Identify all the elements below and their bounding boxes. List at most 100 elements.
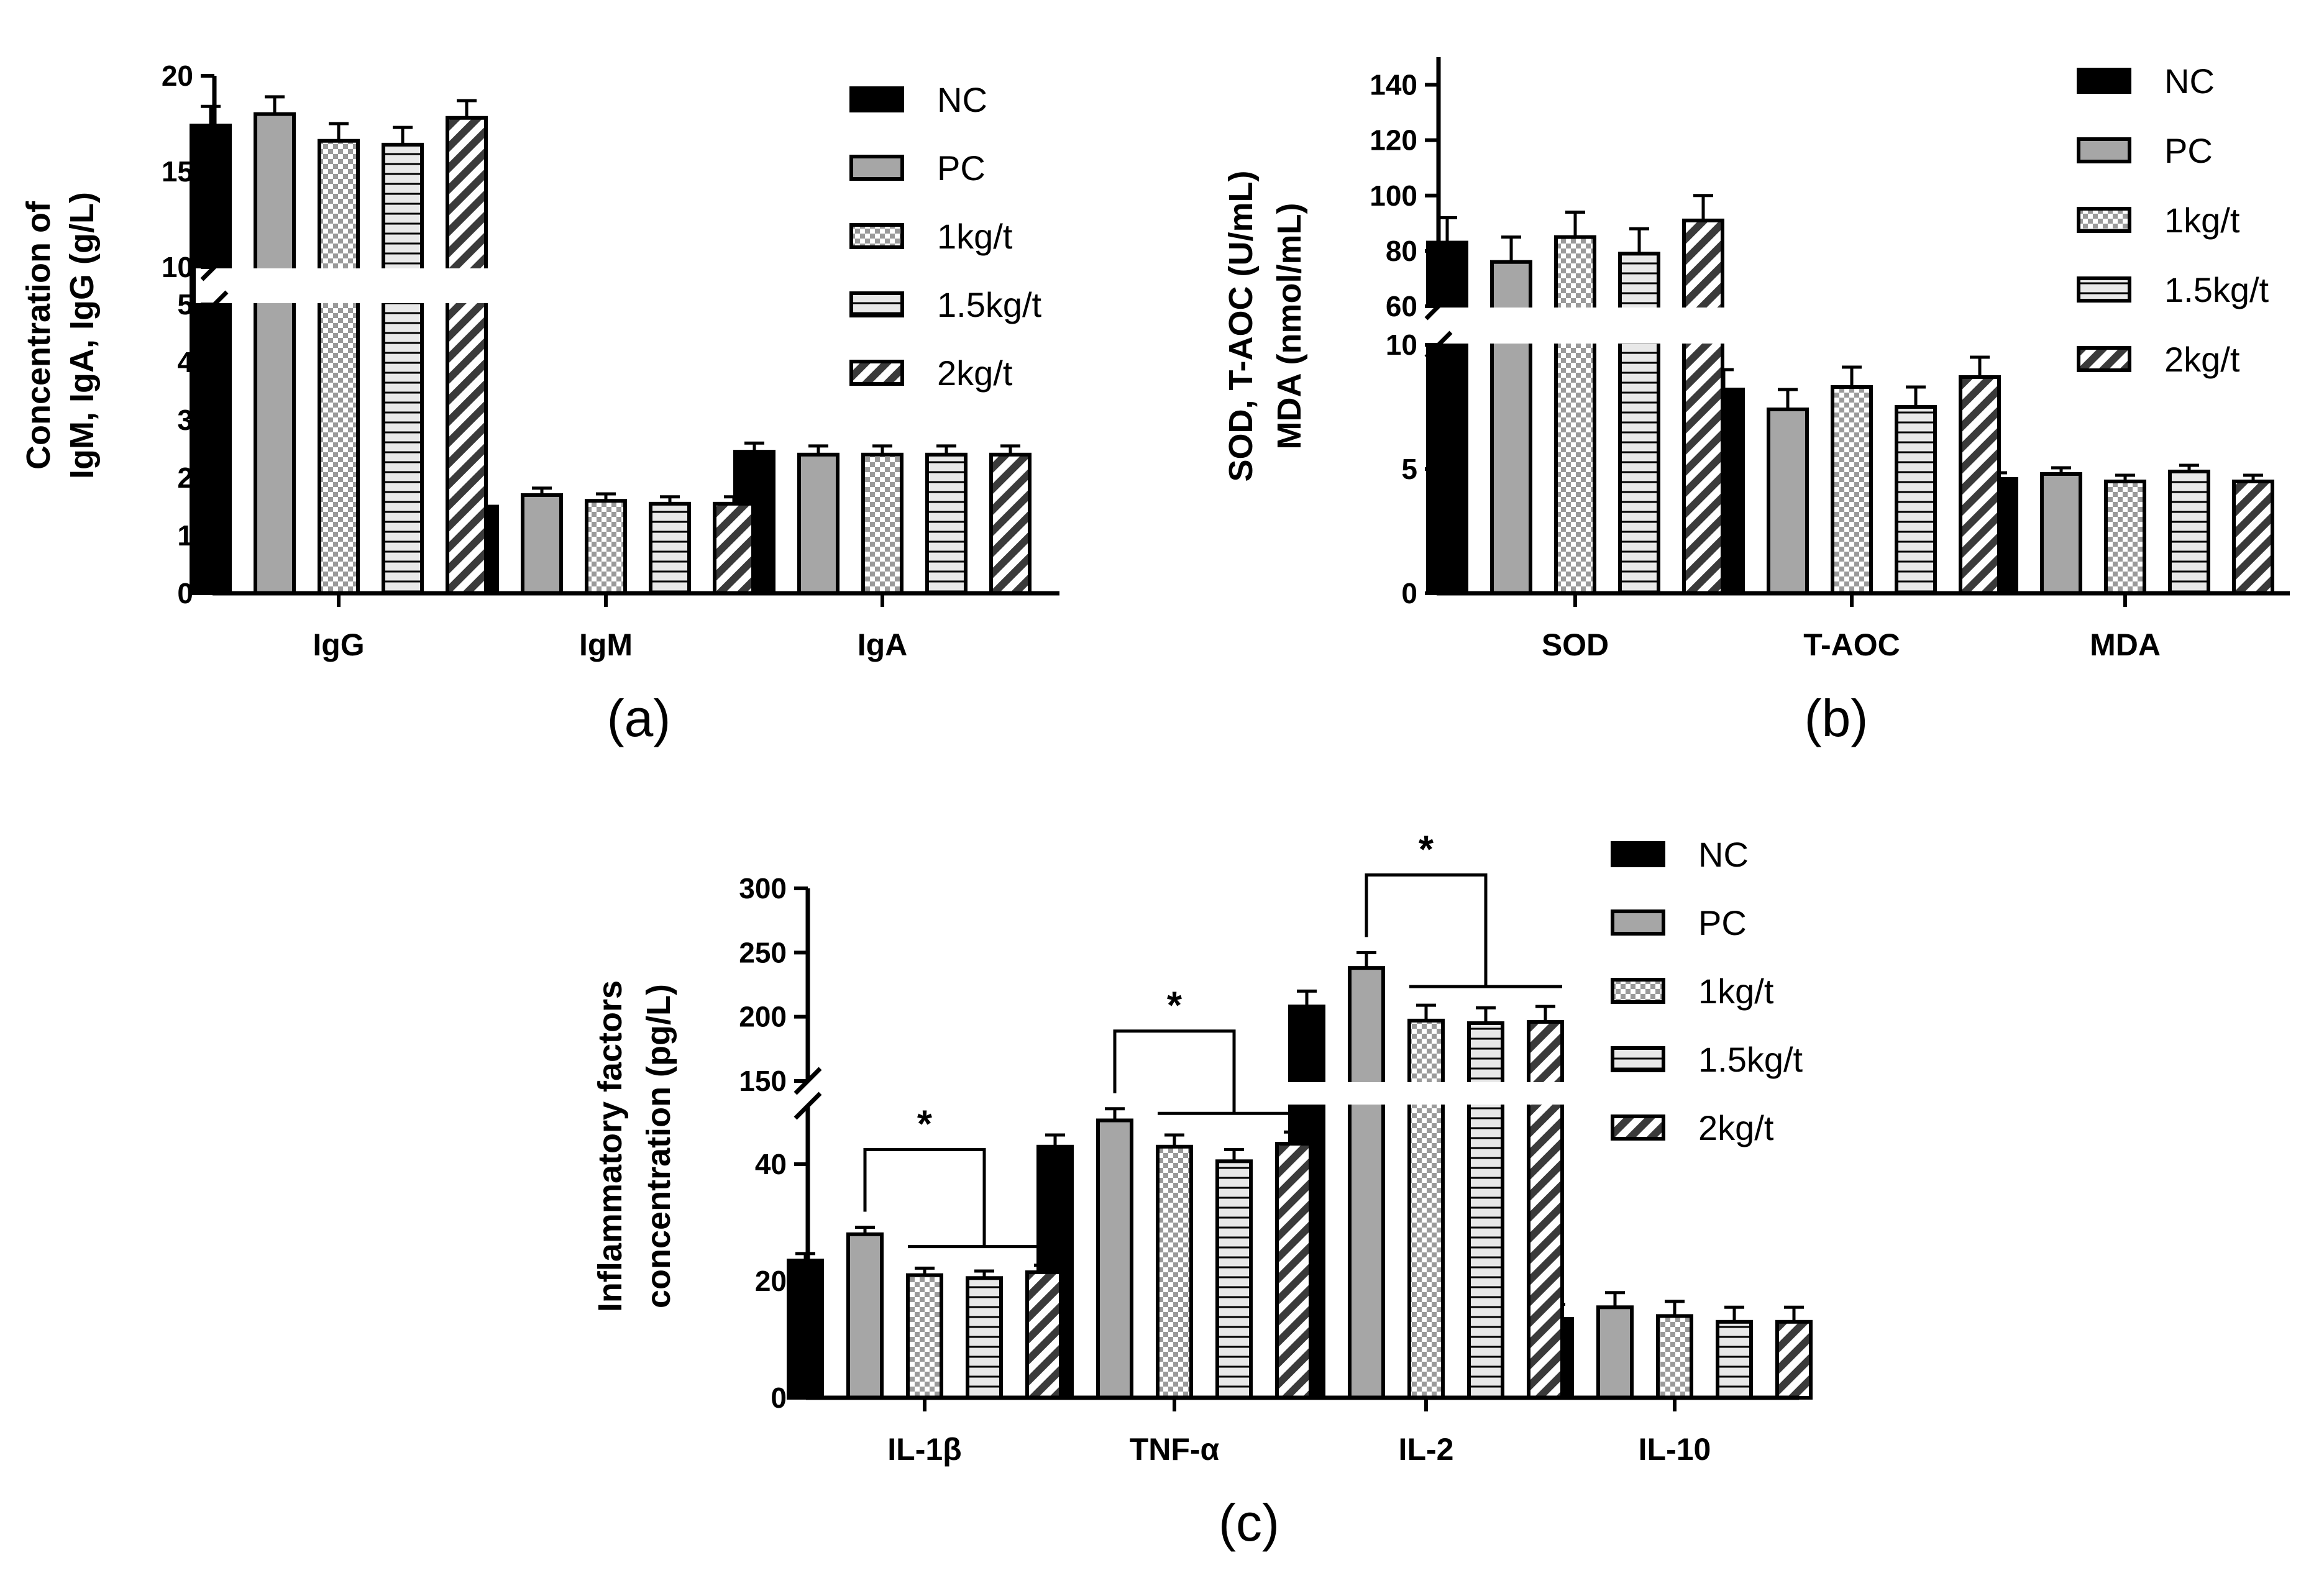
p3-errorbar-il-1-2kg-t: [1034, 1264, 1054, 1272]
p3-errorbar-il-1-1kg-t: [915, 1266, 935, 1275]
p3-y-tick-label-300: 300: [739, 872, 787, 905]
p3-y-axis-title-line-2: concentration (pg/L): [640, 984, 677, 1308]
p3-y-axis-title-line-1: Inflammatory factors: [592, 980, 629, 1312]
p1-bar-igg-nc: [190, 124, 232, 595]
p3-errorbar-il-10-2kg-t: [1784, 1305, 1804, 1322]
panel-a-chart: 0 1 2 3 4 5 10 15 20 IgG IgM IgA Concentration of IgM…: [20, 60, 1059, 747]
p1-y-tick-label-10: 10: [162, 251, 193, 283]
p2-bar-mda-pc: [2040, 472, 2082, 595]
p1-errorbar-iga-2kg-t: [1000, 444, 1020, 455]
p3-y-tick-label-200: 200: [739, 1001, 787, 1033]
p3-errorbar-tnf-2kg-t: [1284, 1130, 1304, 1144]
p3-x-label-il-1: IL-1β: [887, 1432, 961, 1467]
p1-legend-label-1kg-t: 1kg/t: [937, 217, 1013, 256]
p3-errorbar-il-2-pc: [1356, 950, 1376, 968]
p3-bar-il-10-1-5kg-t: [1716, 1319, 1753, 1400]
p2-errorbar-t-aoc-2kg-t: [1970, 355, 1990, 377]
p1-bar-iga-pc: [797, 452, 839, 595]
p1-y-tick-label-4: 4: [177, 346, 193, 378]
p3-bar-tnf-1-5kg-t: [1215, 1159, 1253, 1400]
p2-y-tick-label-5: 5: [1401, 453, 1417, 485]
p3-panel-label: (c): [1219, 1493, 1279, 1552]
p1-y-tick-label-15: 15: [162, 155, 193, 188]
p3-y-tick-label-40: 40: [755, 1148, 787, 1180]
p3-bar-tnf-pc: [1096, 1118, 1133, 1400]
p2-bar-mda-1kg-t: [2104, 480, 2146, 595]
p2-x-label-t-aoc: T-AOC: [1803, 627, 1900, 662]
p1-legend-label-pc: PC: [937, 148, 986, 188]
p2-legend-swatch-1-5kg-t: [2077, 276, 2131, 303]
p1-legend-label-nc: NC: [937, 80, 987, 119]
p3-bar-il-2-1kg-t: [1407, 1018, 1445, 1400]
p2-errorbar-sod-pc: [1501, 235, 1521, 262]
p1-y-tick-label-20: 20: [162, 60, 193, 92]
p2-bar-mda-1-5kg-t: [2168, 470, 2210, 595]
p1-bar-igg-2kg-t: [446, 116, 488, 595]
panel-c-chart: 0 20 40 150 200 250 300 IL-1β TNF-α IL-2 IL-10 Infl…: [592, 828, 1813, 1552]
p3-errorbar-tnf-1-5kg-t: [1224, 1148, 1244, 1162]
p3-bar-il-1-1kg-t: [906, 1273, 943, 1400]
p3-legend-swatch-1kg-t: [1611, 978, 1665, 1004]
p1-x-label-igm: IgM: [579, 627, 633, 662]
p2-x-label-sod: SOD: [1542, 627, 1609, 662]
p2-legend-label-1kg-t: 1kg/t: [2164, 201, 2240, 240]
p3-bar-tnf-2kg-t: [1275, 1142, 1312, 1400]
p1-y-axis-title-line-1: Concentration of: [20, 201, 57, 470]
p2-bar-sod-1kg-t: [1554, 235, 1596, 596]
p1-errorbar-igg-1kg-t: [329, 122, 349, 141]
p3-x-label-il-2: IL-2: [1399, 1432, 1454, 1467]
p3-x-label-tnf: TNF-α: [1130, 1432, 1220, 1467]
p3-bar-il-10-2kg-t: [1775, 1319, 1813, 1400]
p2-bar-sod-2kg-t: [1682, 218, 1724, 595]
p3-sig-star-il-1: *: [917, 1103, 933, 1146]
p3-errorbar-il-1-nc: [795, 1252, 815, 1261]
p1-bar-igg-1-5kg-t: [382, 142, 424, 595]
p3-bar-il-1-2kg-t: [1025, 1270, 1063, 1400]
p3-legend-swatch-2kg-t: [1611, 1114, 1665, 1141]
p2-bar-sod-1-5kg-t: [1618, 252, 1660, 596]
p1-errorbar-igg-1-5kg-t: [393, 125, 413, 145]
p2-legend-label-2kg-t: 2kg/t: [2164, 340, 2240, 379]
p2-bar-t-aoc-pc: [1767, 408, 1809, 595]
p1-bar-igg-1kg-t: [318, 139, 360, 596]
p3-sig-star-il-2: *: [1419, 828, 1434, 871]
p1-errorbar-igg-nc: [201, 104, 221, 126]
p3-errorbar-il-1-1-5kg-t: [974, 1269, 994, 1278]
p1-legend-label-1-5kg-t: 1.5kg/t: [937, 285, 1042, 324]
p1-errorbar-iga-1kg-t: [872, 444, 892, 455]
p1-bar-igm-1-5kg-t: [649, 501, 691, 595]
p3-errorbar-il-2-nc: [1297, 989, 1317, 1007]
p1-axis-break-gap: [196, 268, 1059, 303]
p3-errorbar-tnf-pc: [1105, 1107, 1125, 1121]
p3-bar-il-1-pc: [846, 1232, 884, 1400]
p3-bar-il-2-2kg-t: [1527, 1019, 1564, 1400]
p3-sig-bracket-il-2: [1365, 873, 1488, 987]
p3-errorbar-il-2-1-5kg-t: [1476, 1006, 1496, 1023]
p1-y-tick-label-0: 0: [177, 577, 193, 609]
p3-legend-swatch-nc: [1611, 841, 1665, 867]
p2-y-tick-label-60: 60: [1386, 290, 1417, 322]
p1-bar-iga-1kg-t: [861, 452, 904, 595]
p1-errorbar-igg-2kg-t: [457, 99, 477, 118]
p2-bar-t-aoc-2kg-t: [1959, 375, 2001, 595]
p2-y-tick-label-10: 10: [1386, 329, 1417, 361]
p3-bar-il-10-1kg-t: [1656, 1314, 1693, 1400]
p1-bar-igm-2kg-t: [713, 501, 755, 595]
p1-bar-igm-1kg-t: [585, 499, 627, 596]
p1-x-label-igg: IgG: [313, 627, 364, 662]
p2-errorbar-sod-1-5kg-t: [1629, 227, 1649, 254]
p3-bar-il-2-pc: [1348, 966, 1385, 1400]
p1-errorbar-igm-1-5kg-t: [660, 495, 680, 504]
p1-legend-swatch-pc: [849, 155, 904, 181]
p2-legend-swatch-2kg-t: [2077, 346, 2131, 372]
p2-bar-mda-2kg-t: [2232, 480, 2274, 595]
p1-y-axis-title-line-2: IgM, IgA, IgG (g/L): [63, 192, 101, 479]
p2-errorbar-t-aoc-1kg-t: [1842, 365, 1862, 387]
p3-errorbar-il-10-pc: [1605, 1291, 1625, 1308]
p3-y-tick-label-150: 150: [739, 1065, 787, 1097]
p1-legend-swatch-2kg-t: [849, 360, 904, 386]
p2-y-tick-label-0: 0: [1401, 577, 1417, 609]
p1-legend-swatch-1kg-t: [849, 223, 904, 249]
p1-y-tick-label-2: 2: [177, 462, 193, 494]
